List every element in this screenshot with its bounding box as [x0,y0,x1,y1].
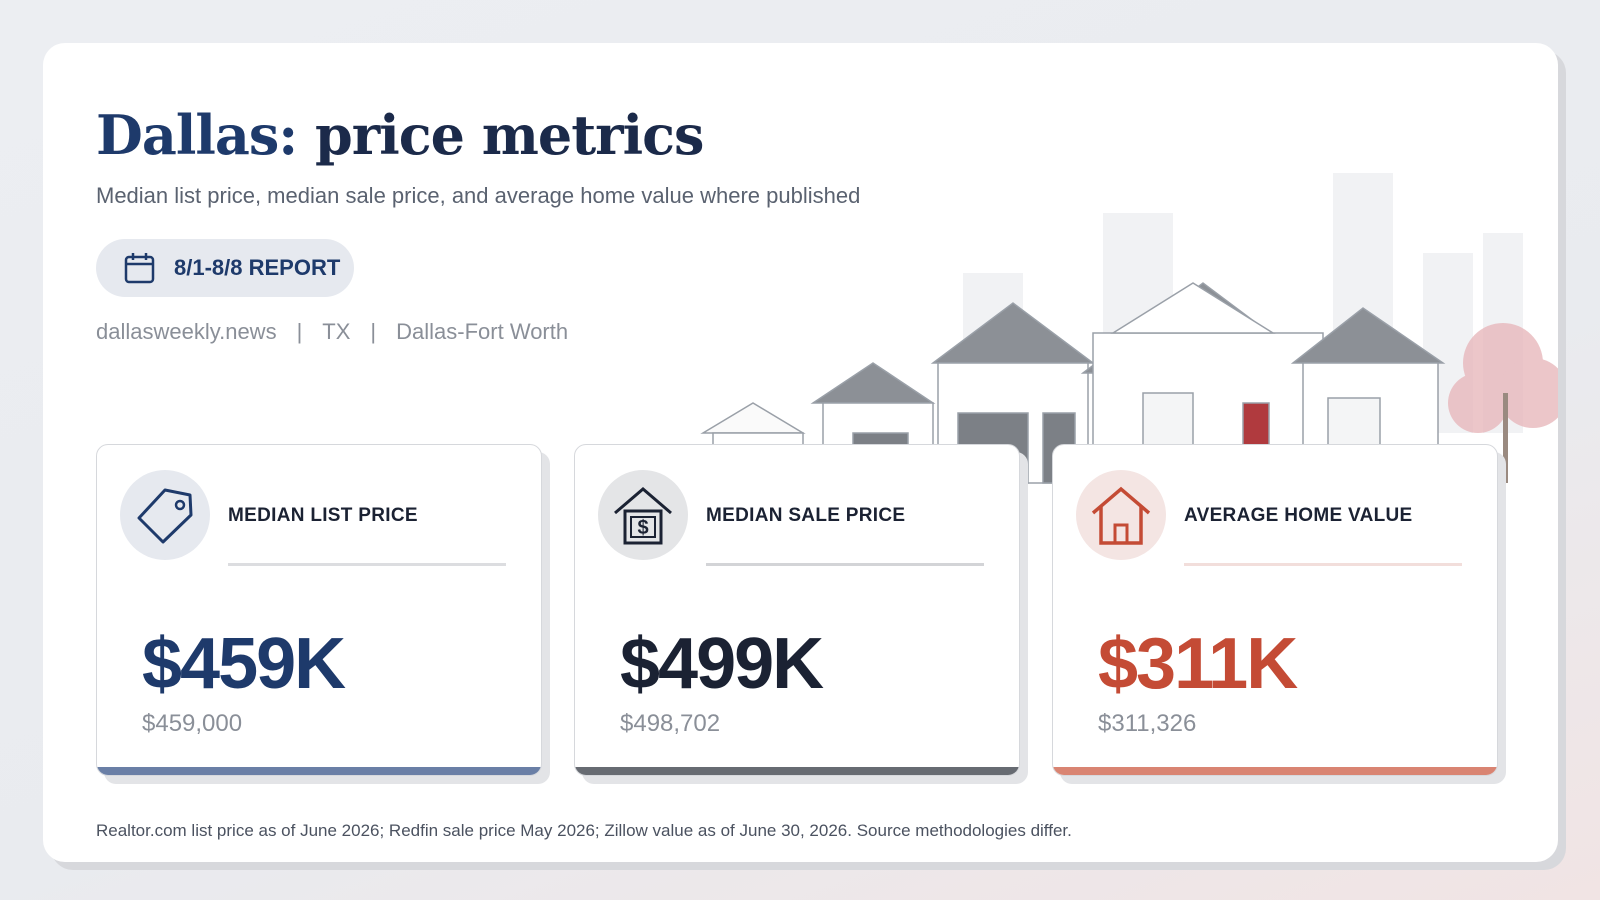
card-value: $311K [1098,624,1298,704]
home-icon [1091,486,1151,545]
card-rule [706,563,984,566]
house-dollar-icon: $ [614,487,672,545]
title-place: Dallas: [96,103,298,167]
calendar-icon [124,253,155,284]
metric-card: MEDIAN LIST PRICE $459K $459,000 [96,444,542,776]
card-exact: $311,326 [1098,710,1197,737]
card-label: AVERAGE HOME VALUE [1184,505,1413,526]
card-value: $459K [142,624,346,704]
tag-icon [137,488,193,544]
meta-region: Dallas-Fort Worth [396,319,569,344]
metric-card: AVERAGE HOME VALUE $311K $311,326 [1052,444,1498,776]
card-rule [228,563,506,566]
card-icon: $ [598,470,688,560]
footnote: Realtor.com list price as of June 2026; … [96,821,1072,840]
title: Dallas: price metrics [96,103,704,167]
meta-separator: | [296,319,303,344]
card-label: MEDIAN LIST PRICE [228,505,418,526]
badge-text: 8/1-8/8 REPORT [174,255,341,280]
report-badge: 8/1-8/8 REPORT [96,239,354,297]
card-bar [97,767,541,775]
card-icon [120,470,210,560]
card-icon [1076,470,1166,560]
card-value: $499K [620,624,824,704]
card-exact: $459,000 [142,710,243,737]
card-bar [1053,767,1497,775]
card-label: MEDIAN SALE PRICE [706,505,906,526]
card-rule [1184,563,1462,566]
card-bar [575,767,1019,775]
card-exact: $498,702 [620,710,721,737]
subtitle: Median list price, median sale price, an… [96,183,861,208]
svg-text:$: $ [637,517,648,539]
meta-separator: | [370,319,377,344]
meta-state: TX [322,319,351,344]
metric-card: $ MEDIAN SALE PRICE $499K $498,702 [574,444,1020,776]
meta-line: dallasweekly.news | TX | Dallas-Fort Worth [96,319,568,345]
panel: Dallas: price metrics Median list price,… [43,43,1558,862]
title-rest: price metrics [314,103,704,167]
meta-source: dallasweekly.news [96,319,277,344]
